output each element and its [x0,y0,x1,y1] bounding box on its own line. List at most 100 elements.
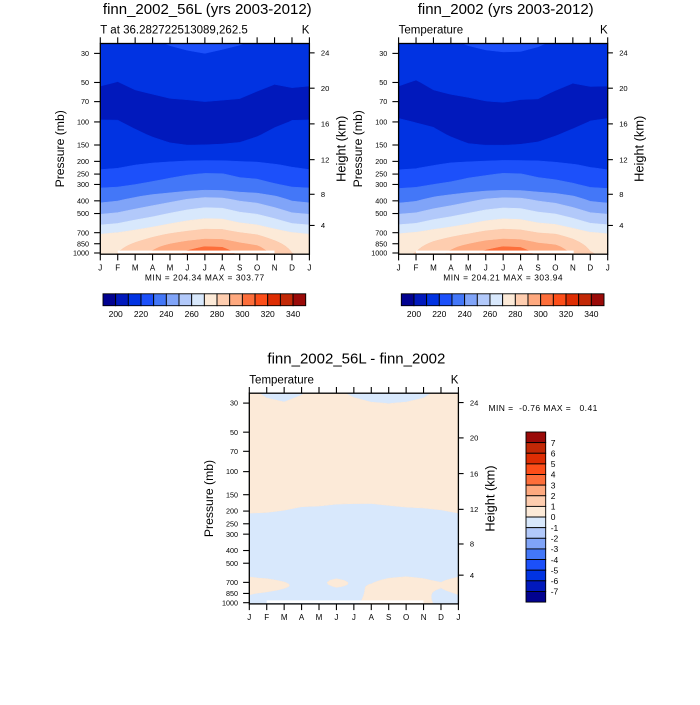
svg-text:Pressure (mb): Pressure (mb) [202,460,216,537]
svg-text:220: 220 [432,309,446,319]
svg-text:N: N [272,263,278,272]
svg-text:300: 300 [226,530,238,539]
svg-text:F: F [115,263,120,272]
svg-text:J: J [352,613,356,622]
svg-text:-2: -2 [551,534,559,544]
svg-text:-4: -4 [551,555,559,565]
svg-text:24: 24 [321,49,329,58]
svg-text:220: 220 [134,309,148,319]
svg-text:250: 250 [226,519,238,528]
svg-text:400: 400 [375,196,387,205]
svg-text:J: J [307,263,311,272]
svg-text:30: 30 [230,399,238,408]
svg-text:300: 300 [375,180,387,189]
svg-text:240: 240 [159,309,173,319]
svg-text:J: J [501,263,505,272]
svg-text:4: 4 [551,470,556,480]
svg-text:240: 240 [458,309,472,319]
svg-text:J: J [456,613,460,622]
svg-text:400: 400 [77,196,89,205]
svg-text:S: S [386,613,391,622]
svg-text:Temperature: Temperature [399,25,464,37]
svg-text:20: 20 [470,434,478,443]
svg-text:260: 260 [483,309,497,319]
svg-text:4: 4 [321,221,325,230]
svg-text:K: K [451,374,459,386]
svg-text:250: 250 [77,170,89,179]
svg-text:12: 12 [321,155,329,164]
svg-text:J: J [203,263,207,272]
svg-text:D: D [438,613,444,622]
svg-text:1000: 1000 [73,249,89,258]
svg-text:J: J [334,613,338,622]
svg-text:-5: -5 [551,565,559,575]
svg-text:700: 700 [77,228,89,237]
svg-text:S: S [535,263,540,272]
svg-text:700: 700 [375,228,387,237]
svg-text:30: 30 [81,49,89,58]
svg-text:Pressure (mb): Pressure (mb) [351,110,365,187]
svg-text:M: M [281,613,288,622]
svg-text:700: 700 [226,578,238,587]
svg-text:S: S [237,263,242,272]
svg-text:6: 6 [551,449,556,459]
svg-text:50: 50 [81,78,89,87]
svg-text:8: 8 [619,190,623,199]
svg-text:200: 200 [109,309,123,319]
svg-text:D: D [587,263,593,272]
svg-text:500: 500 [375,209,387,218]
svg-text:F: F [414,263,419,272]
svg-text:Height (km): Height (km) [632,116,647,182]
svg-text:24: 24 [619,49,627,58]
svg-text:D: D [289,263,295,272]
svg-text:4: 4 [470,571,474,580]
svg-text:200: 200 [407,309,421,319]
svg-text:MIN = 204.34 MAX = 303.77: MIN = 204.34 MAX = 303.77 [145,272,265,282]
svg-text:J: J [185,263,189,272]
svg-text:250: 250 [375,170,387,179]
svg-text:70: 70 [81,97,89,106]
svg-text:A: A [518,263,524,272]
svg-text:16: 16 [470,469,478,478]
svg-text:320: 320 [559,309,573,319]
svg-text:8: 8 [321,190,325,199]
svg-text:300: 300 [235,309,249,319]
svg-text:150: 150 [226,490,238,499]
svg-text:-1: -1 [551,523,559,533]
svg-text:16: 16 [321,120,329,129]
svg-text:A: A [299,613,305,622]
svg-text:-3: -3 [551,544,559,554]
svg-text:M: M [167,263,174,272]
svg-text:500: 500 [77,209,89,218]
svg-text:J: J [98,263,102,272]
svg-text:M: M [132,263,139,272]
svg-text:300: 300 [77,180,89,189]
svg-text:850: 850 [77,239,89,248]
svg-text:Height (km): Height (km) [482,465,497,531]
svg-text:100: 100 [375,118,387,127]
svg-text:A: A [369,613,375,622]
svg-text:1000: 1000 [222,598,238,607]
svg-text:340: 340 [286,309,300,319]
svg-text:500: 500 [226,559,238,568]
svg-text:70: 70 [230,447,238,456]
svg-text:20: 20 [321,84,329,93]
svg-text:O: O [403,613,409,622]
svg-text:50: 50 [379,78,387,87]
svg-text:Temperature: Temperature [249,374,314,386]
svg-text:12: 12 [619,155,627,164]
svg-text:T at 36.282722513089,262.5: T at 36.282722513089,262.5 [100,25,248,37]
svg-text:K: K [302,25,310,37]
svg-text:150: 150 [77,141,89,150]
svg-text:J: J [397,263,401,272]
svg-text:850: 850 [375,239,387,248]
svg-text:150: 150 [375,141,387,150]
svg-text:340: 340 [584,309,598,319]
svg-text:N: N [570,263,576,272]
svg-text:Height (km): Height (km) [333,116,348,182]
svg-text:finn_2002_56L (yrs 2003-2012): finn_2002_56L (yrs 2003-2012) [103,1,312,18]
svg-text:Pressure (mb): Pressure (mb) [53,110,67,187]
svg-text:K: K [600,25,608,37]
svg-text:200: 200 [226,507,238,516]
svg-text:320: 320 [261,309,275,319]
